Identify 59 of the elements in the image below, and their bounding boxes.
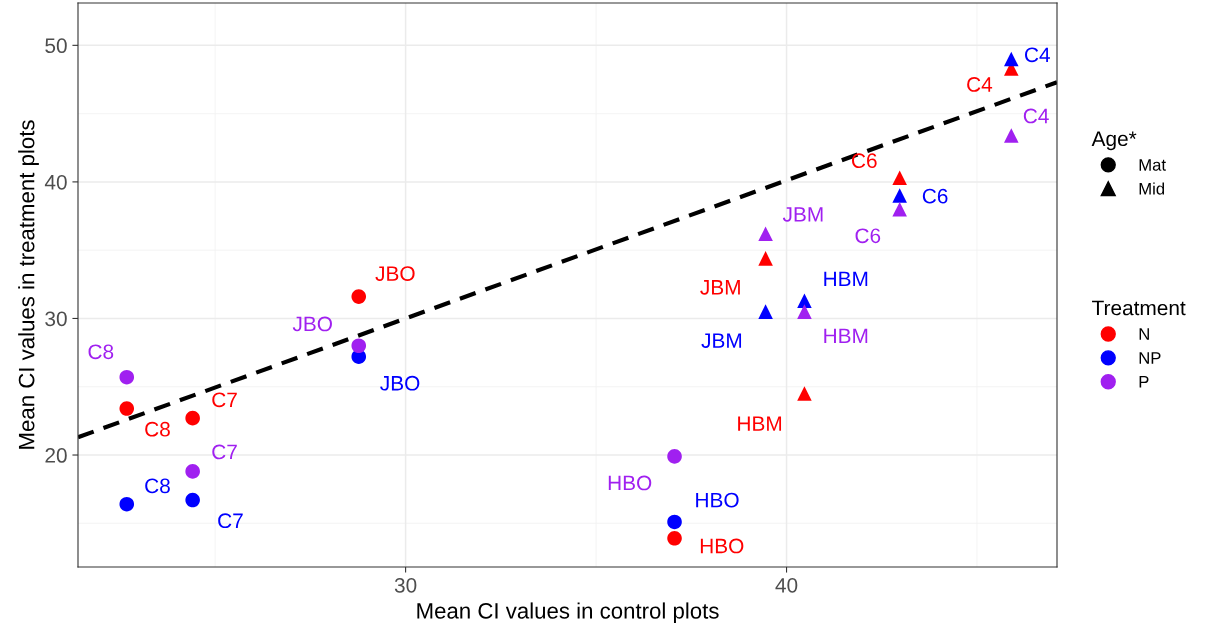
annotation: C4 [1025,47,1050,63]
annotation: C8 [145,478,170,494]
annotation: C8 [145,421,170,437]
point [185,492,200,508]
point [119,369,135,385]
point [892,170,907,186]
point [1004,51,1019,67]
annotation: JBM [700,280,740,295]
annotation: C6 [922,188,948,204]
point [758,304,773,319]
point [758,251,773,266]
annotation: JBO [375,266,415,281]
annotation: C7 [212,444,237,460]
x-axis-title: Mean CI values in control plots [417,602,719,624]
annotation: C4 [1023,108,1049,124]
text: Mat [1139,159,1166,171]
point [892,201,907,217]
annotation: C7 [212,392,237,408]
point [351,338,367,354]
point [351,289,367,304]
point [185,410,200,426]
point [667,531,682,546]
point [119,401,135,416]
legend-label: P [1139,376,1149,388]
point [119,496,135,512]
point [667,514,682,530]
point [797,386,812,401]
text: Mid [1139,182,1165,195]
annotation: HBM [738,416,782,431]
annotation: HBO [700,538,744,554]
annotation: C8 [88,344,114,360]
annotation: C7 [218,513,243,529]
annotation: HBM [824,271,868,287]
legend-label: NP [1139,352,1161,364]
annotation: C6 [855,228,881,244]
annotation: C4 [967,77,993,92]
annotation: HBO [608,475,652,491]
annotation: JBO [380,375,420,391]
point [758,226,773,242]
text: Age* [1091,131,1137,151]
annotation: HBO [696,492,739,508]
annotation: JBM [701,333,742,348]
annotation: JBO [292,316,332,332]
point [892,188,907,203]
point [185,464,200,479]
annotation: C6 [852,153,877,169]
point [797,304,812,319]
y-tick-label: 50 [45,38,67,54]
y-tick-label: 40 [44,174,67,190]
y-tick-label: 30 [45,311,67,327]
point [797,293,812,308]
legend-label: N [1139,328,1149,340]
y-tick-label: 20 [45,448,67,463]
annotation: HBM [824,328,868,343]
point [667,449,682,464]
point [1004,128,1019,143]
y-axis-title: Mean CI values in treatment plots [18,120,39,449]
annotation: JBM [782,207,823,222]
legend-title: Treatment [1092,300,1186,316]
